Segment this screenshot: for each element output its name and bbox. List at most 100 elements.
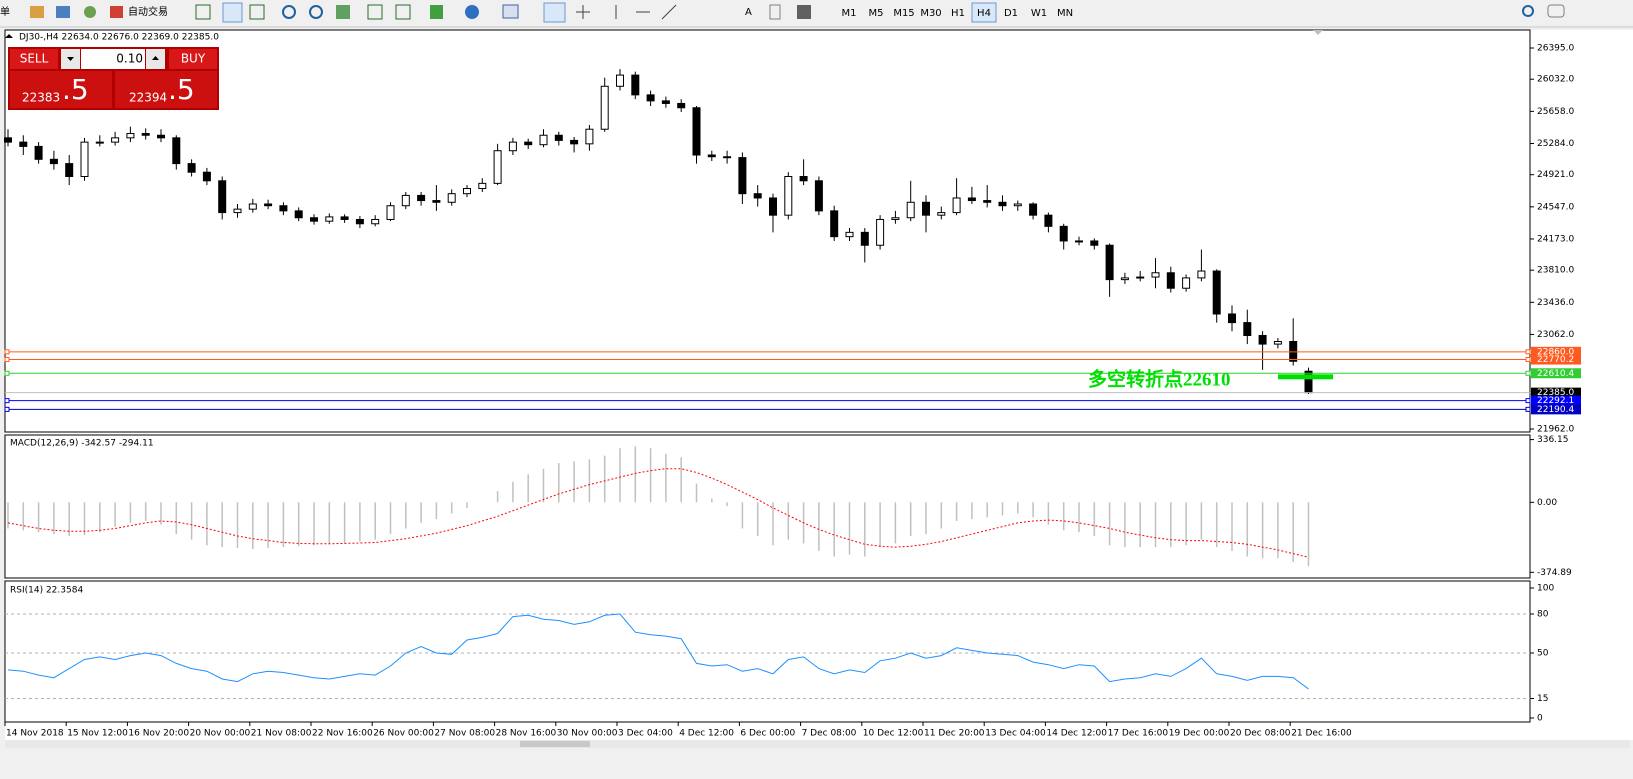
icon[interactable]: [367, 4, 383, 20]
icon-text-tool[interactable]: A: [745, 7, 752, 18]
candle-body: [4, 137, 12, 143]
candle-body: [233, 208, 242, 214]
candle-body: [769, 197, 777, 216]
period-button[interactable]: MN: [1057, 8, 1073, 19]
candle-body: [294, 210, 303, 219]
candle-body: [784, 175, 793, 216]
chat-icon[interactable]: [1547, 4, 1565, 18]
icon[interactable]: [797, 5, 811, 19]
annotation-marker: [1278, 374, 1333, 380]
level-label: 22860.0: [1537, 347, 1574, 357]
period-button[interactable]: W1: [1031, 8, 1047, 19]
x-tick-label: 16 Nov 20:00: [128, 729, 189, 739]
candle-body: [723, 156, 732, 159]
sell-button[interactable]: [10, 49, 58, 69]
period-button[interactable]: M5: [869, 8, 884, 19]
candle-body: [1151, 272, 1160, 278]
y-tick-label: 100: [1537, 584, 1554, 594]
candle-body: [1166, 272, 1175, 289]
candle-body: [141, 133, 150, 136]
x-tick-label: 21 Nov 08:00: [251, 729, 312, 739]
candle-body: [1273, 341, 1282, 345]
sell-label[interactable]: SELL: [20, 52, 49, 66]
toolbar-bg: [0, 0, 1633, 27]
bid-box[interactable]: [10, 71, 112, 108]
icon[interactable]: [336, 5, 350, 19]
icon[interactable]: [309, 5, 323, 19]
scrollbar[interactable]: [5, 740, 1630, 748]
candle-body: [1029, 203, 1038, 216]
icon[interactable]: [84, 6, 96, 18]
y-tick-label: 23810.0: [1537, 266, 1574, 276]
ask-box[interactable]: [115, 71, 217, 108]
candle-body: [922, 201, 930, 216]
y-tick-label: -374.89: [1537, 568, 1572, 578]
candle-body: [661, 100, 670, 104]
auto-trade[interactable]: 自动交易: [128, 5, 168, 18]
ask-price[interactable]: 22394: [129, 91, 167, 105]
candle-body: [386, 205, 395, 220]
icon[interactable]: [430, 5, 443, 19]
level-label: 22292.1: [1537, 396, 1574, 406]
x-tick-label: 20 Nov 00:00: [190, 729, 251, 739]
icon[interactable]: [249, 4, 265, 20]
period-button[interactable]: M1: [842, 8, 857, 19]
icon[interactable]: [502, 4, 519, 19]
candle-body: [1258, 334, 1267, 345]
candle-body: [799, 175, 808, 182]
period-button[interactable]: D1: [1004, 8, 1018, 19]
y-tick-label: 0: [1537, 714, 1543, 724]
period-button[interactable]: M15: [893, 8, 914, 19]
buy-label[interactable]: BUY: [181, 52, 206, 66]
search-icon[interactable]: [1522, 5, 1534, 17]
candle-body: [1228, 313, 1236, 324]
icon[interactable]: [110, 6, 123, 18]
symbol-menu-icon[interactable]: [5, 34, 13, 38]
icon[interactable]: [56, 6, 70, 18]
candle-body: [371, 218, 380, 225]
x-tick-label: 14 Dec 12:00: [1046, 729, 1107, 739]
lot-down-arrow: [67, 57, 74, 61]
bid-fraction[interactable]: .5: [62, 73, 89, 106]
icon[interactable]: [195, 4, 211, 20]
icon[interactable]: [222, 2, 243, 23]
rsi-line: [7, 613, 1309, 690]
icon[interactable]: [282, 5, 296, 19]
buy-button[interactable]: [169, 49, 217, 69]
rsi-panel: [4, 580, 1531, 723]
y-tick-label: 15: [1537, 694, 1548, 704]
rsi-title: RSI(14) 22.3584: [10, 586, 83, 596]
candle-body: [753, 193, 762, 199]
lot-input[interactable]: [81, 49, 145, 69]
period-button[interactable]: H4: [977, 8, 991, 19]
scroll-thumb[interactable]: [520, 741, 590, 747]
candle-body: [463, 188, 471, 195]
icon[interactable]: [576, 4, 677, 20]
bid-price[interactable]: 22383: [22, 91, 60, 105]
y-tick-label: 336.15: [1537, 435, 1569, 445]
toolbar-orders[interactable]: 订单: [0, 6, 10, 18]
x-tick-label: 26 Nov 00:00: [373, 729, 434, 739]
x-tick-label: 15 Nov 12:00: [67, 729, 128, 739]
icon[interactable]: [465, 5, 479, 19]
candle-body: [126, 133, 135, 139]
ask-fraction[interactable]: .5: [168, 73, 195, 106]
x-tick-label: 30 Nov 00:00: [557, 729, 618, 739]
candle-body: [1013, 203, 1022, 207]
level-label-box: [1531, 368, 1581, 379]
icon[interactable]: [769, 4, 781, 20]
y-tick-label: 50: [1537, 649, 1549, 659]
candle-body: [1136, 276, 1145, 279]
period-button[interactable]: M30: [920, 8, 941, 19]
period-button[interactable]: H1: [951, 8, 965, 19]
candle-body: [248, 203, 257, 210]
icon[interactable]: [543, 2, 566, 23]
icon[interactable]: [30, 6, 44, 18]
lot-value[interactable]: 0.10: [116, 52, 143, 66]
candle-body: [906, 201, 915, 219]
candle-body: [1212, 270, 1221, 315]
y-tick-label: 24921.0: [1537, 170, 1574, 180]
icon[interactable]: [395, 4, 411, 20]
